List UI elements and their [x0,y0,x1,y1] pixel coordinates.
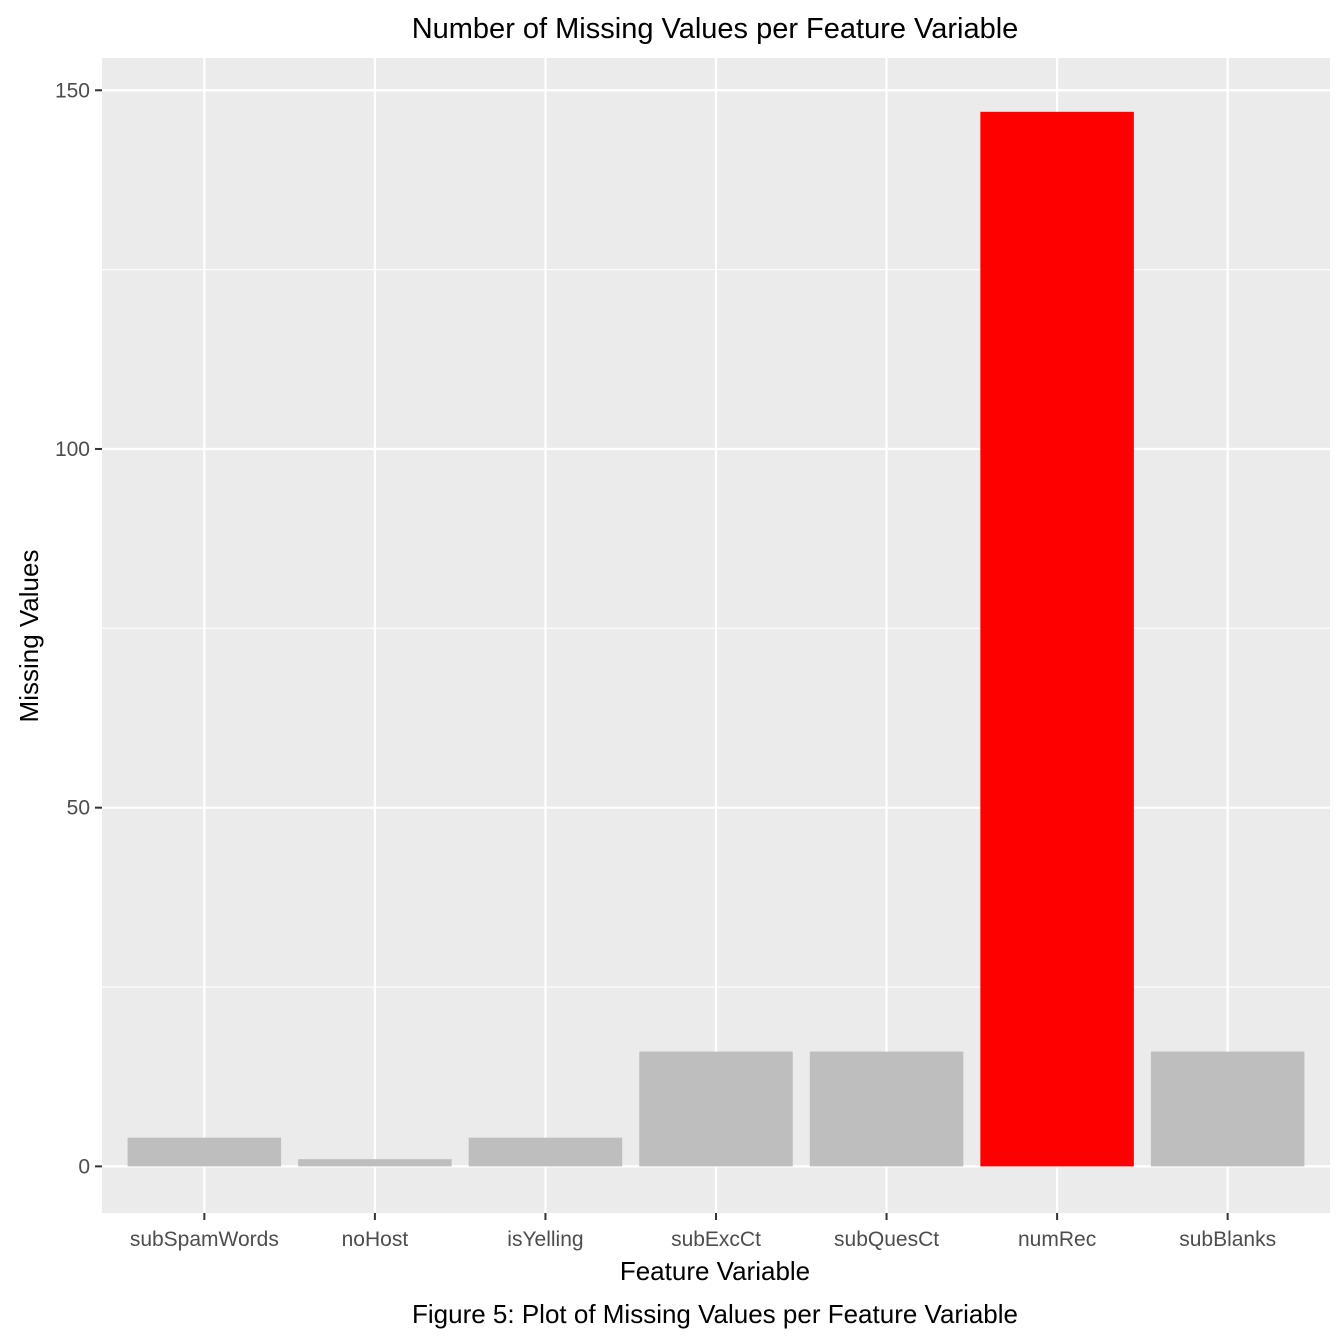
x-axis-title: Feature Variable [620,1256,810,1286]
y-axis-ticks: 0 50 100 150 [55,79,102,1178]
bar-subBlanks [1150,1051,1305,1167]
bars [127,111,1305,1167]
x-tick-label: subExcCt [671,1228,761,1251]
x-tick-label: noHost [342,1228,409,1251]
major-gridlines [102,58,1330,1213]
x-tick-label: subQuesCt [834,1228,939,1251]
x-tick-label: numRec [1018,1228,1096,1251]
y-tick-label: 100 [55,438,90,461]
chart-title: Number of Missing Values per Feature Var… [412,13,1019,45]
y-tick-label: 50 [67,797,90,820]
x-axis-ticks: subSpamWords noHost isYelling subExcCt subQu… [130,1213,1276,1251]
bar-noHost [298,1159,452,1167]
y-tick-label: 0 [78,1155,90,1178]
bar-isYelling [468,1137,623,1167]
x-tick-label: subBlanks [1179,1228,1276,1251]
y-tick-label: 150 [55,79,90,102]
bar-numRec [980,111,1134,1167]
bar-subExcCt [639,1051,793,1167]
x-tick-label: subSpamWords [130,1228,279,1251]
bar-subSpamWords [127,1137,282,1167]
x-tick-label: isYelling [507,1228,583,1251]
figure-caption: Figure 5: Plot of Missing Values per Fea… [412,1299,1018,1329]
y-axis-title: Missing Values [14,550,44,723]
bar-subQuesCt [809,1051,964,1167]
